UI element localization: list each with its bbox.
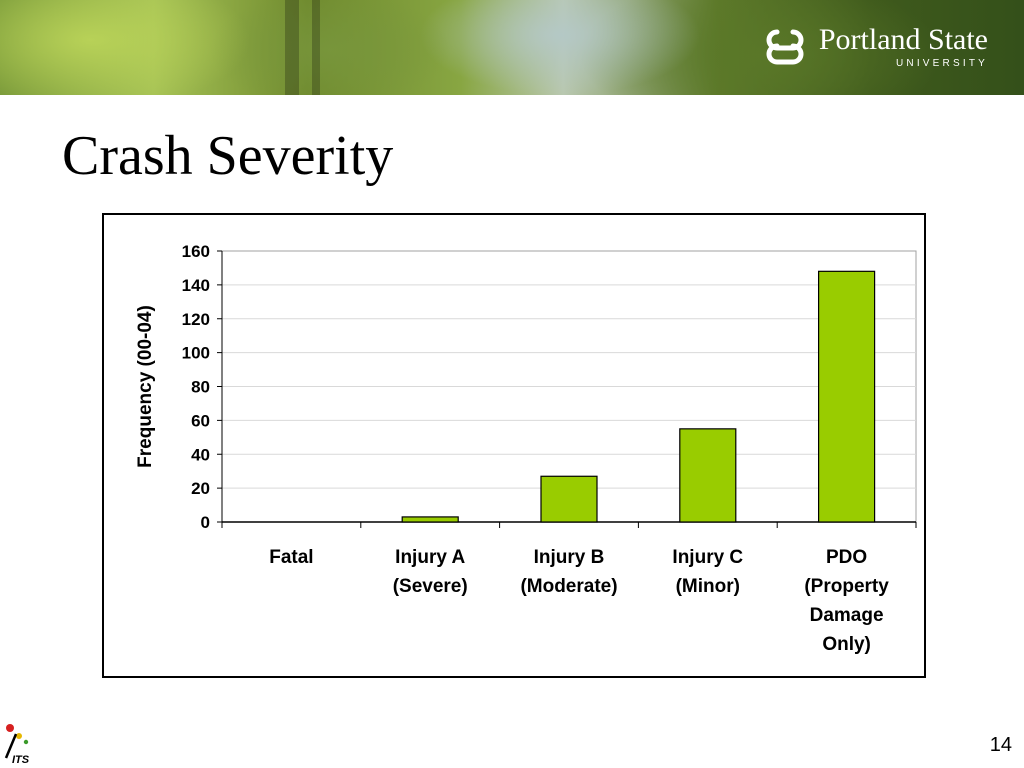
x-tick-label: (Severe)	[393, 576, 468, 597]
slide-title: Crash Severity	[62, 125, 394, 187]
x-tick-label: Injury A	[395, 547, 465, 568]
chart-frame: 0 20 40 60 80 100 120 140 160 Fatal Injury A (Sever…	[102, 213, 926, 678]
its-logo-text: ITS	[12, 754, 30, 766]
y-tick-label: 120	[182, 310, 210, 329]
banner-decoration	[312, 0, 320, 95]
y-tick-label: 100	[182, 344, 210, 363]
bar-chart: 0 20 40 60 80 100 120 140 160 Fatal Injury A (Sever…	[135, 242, 917, 655]
logo-name: Portland State	[818, 23, 988, 56]
page-number: 14	[989, 734, 1012, 756]
y-tick-label: 40	[191, 445, 210, 464]
y-tick-label: 160	[182, 242, 210, 261]
x-tick-label: Injury C	[672, 547, 743, 568]
y-tick-label: 60	[191, 411, 210, 430]
its-logo-icon: ITS	[4, 724, 30, 766]
banner-decoration	[285, 0, 299, 95]
x-tick-label: (Moderate)	[520, 576, 617, 597]
x-tick-label: PDO	[826, 547, 867, 568]
bar	[401, 516, 459, 523]
y-tick-label: 80	[191, 378, 210, 397]
logo-subtitle: UNIVERSITY	[895, 58, 988, 69]
bar	[540, 475, 598, 523]
x-tick-label: Injury B	[534, 547, 605, 568]
y-tick-label: 0	[201, 513, 210, 532]
x-tick-label: (Property	[804, 576, 889, 597]
x-tick-label: Damage	[810, 605, 884, 626]
y-tick-label: 140	[182, 276, 210, 295]
y-axis-label: Frequency (00-04)	[135, 305, 156, 468]
x-tick-label: Only)	[822, 634, 871, 655]
university-logo[interactable]: Portland State UNIVERSITY	[759, 22, 988, 72]
y-tick-label: 20	[191, 479, 210, 498]
header-banner: Portland State UNIVERSITY	[0, 0, 1024, 95]
x-tick-label: (Minor)	[676, 576, 740, 597]
x-tick-label: Fatal	[269, 547, 313, 568]
bar	[679, 428, 737, 523]
bar	[817, 270, 876, 523]
psu-logo-icon	[766, 29, 804, 65]
